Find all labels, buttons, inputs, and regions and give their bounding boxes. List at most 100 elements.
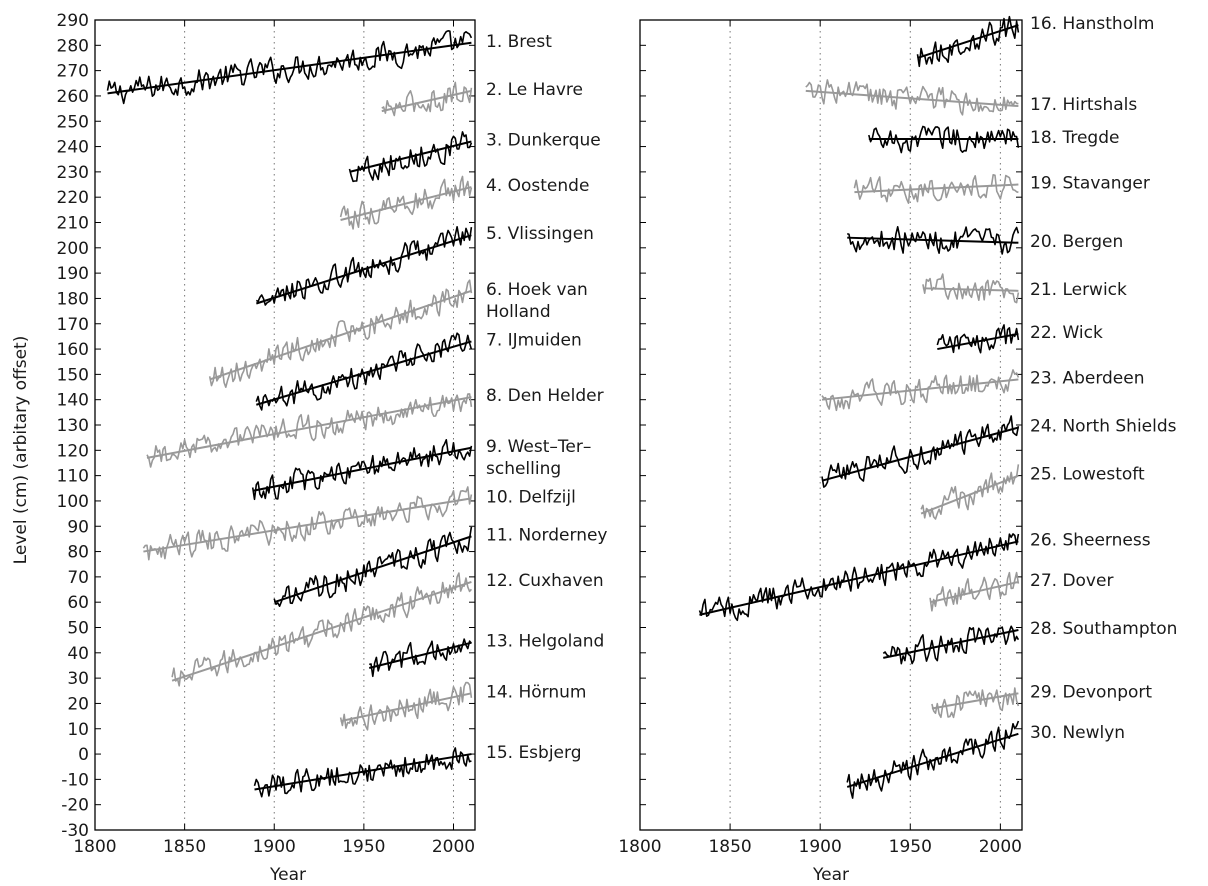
- trend-line: [920, 474, 1019, 515]
- series-line: [381, 81, 473, 117]
- series-30: 30. Newlyn: [846, 720, 1125, 799]
- series-line: [846, 720, 1020, 799]
- y-tick-label: 280: [57, 36, 89, 56]
- station-label: 19. Stavanger: [1030, 174, 1150, 194]
- station-label: 22. Wick: [1030, 323, 1103, 343]
- y-tick-label: 30: [67, 669, 89, 689]
- station-label: 7. IJmuiden: [486, 330, 582, 350]
- x-tick-label: 1950: [889, 837, 932, 857]
- y-tick-label: 200: [57, 239, 89, 259]
- y-tick-label: 170: [57, 315, 89, 335]
- trend-line: [171, 580, 472, 682]
- x-tick-label: 1900: [253, 837, 296, 857]
- station-label: 29. Devonport: [1030, 682, 1152, 702]
- series-line: [255, 226, 473, 306]
- series-line: [698, 533, 1020, 622]
- trend-line: [854, 183, 1019, 194]
- trend-line: [252, 446, 472, 492]
- station-label: 8. Den Helder: [486, 386, 604, 406]
- x-tick-label: 1800: [73, 837, 116, 857]
- y-tick-label: 80: [67, 543, 89, 563]
- station-label: 14. Hörnum: [486, 682, 586, 702]
- series-line: [805, 79, 1019, 116]
- trend-line: [381, 89, 472, 113]
- station-label: 25. Lowestoft: [1030, 465, 1145, 485]
- series-line: [929, 571, 1020, 612]
- y-tick-label: 210: [57, 214, 89, 234]
- series-line: [339, 175, 473, 230]
- trend-line: [929, 580, 1019, 604]
- y-tick-label: 90: [67, 517, 89, 537]
- series-line: [146, 393, 473, 468]
- series-21: 21. Lerwick: [922, 273, 1127, 304]
- series-line: [931, 687, 1020, 719]
- trend-line: [699, 540, 1019, 616]
- x-tick-label: 1900: [799, 837, 842, 857]
- x-tick-label: 2000: [979, 837, 1022, 857]
- series-13: 13. Helgoland: [369, 632, 604, 678]
- y-axis-title: Level (cm) (arbitary offset): [11, 336, 31, 565]
- station-label: 15. Esbjerg: [486, 743, 582, 763]
- series-line: [916, 15, 1020, 68]
- trend-line: [143, 497, 472, 553]
- series-11: 11. Norderney: [273, 525, 607, 608]
- series-16: 16. Hanstholm: [916, 14, 1154, 68]
- series-line: [171, 572, 473, 687]
- series-line: [821, 369, 1020, 412]
- x-tick-label: 1850: [163, 837, 206, 857]
- trend-line: [349, 140, 472, 173]
- station-label: schelling: [486, 459, 561, 479]
- x-tick-label: 1800: [618, 837, 661, 857]
- y-tick-label: 60: [67, 593, 89, 613]
- trend-line: [254, 753, 472, 791]
- y-tick-label: 0: [78, 745, 89, 765]
- y-tick-label: 160: [57, 340, 89, 360]
- series-18: 18. Tregde: [868, 125, 1119, 154]
- series-1: 1. Brest: [106, 29, 552, 105]
- station-label: 20. Bergen: [1030, 232, 1123, 252]
- station-label: 10. Delfzijl: [486, 487, 576, 507]
- y-tick-label: 40: [67, 644, 89, 664]
- y-tick-label: 260: [57, 87, 89, 107]
- trend-line: [369, 641, 472, 669]
- y-tick-label: -20: [61, 796, 89, 816]
- series-line: [348, 131, 473, 183]
- series-12: 12. Cuxhaven: [171, 571, 604, 687]
- station-label: 16. Hanstholm: [1030, 14, 1154, 34]
- station-label: 13. Helgoland: [486, 632, 604, 652]
- station-label: 18. Tregde: [1030, 128, 1119, 148]
- series-29: 29. Devonport: [931, 682, 1152, 719]
- series-17: 17. Hirtshals: [805, 79, 1137, 116]
- station-label: 26. Sheerness: [1030, 530, 1151, 550]
- y-tick-label: 250: [57, 112, 89, 132]
- trend-line: [256, 234, 472, 305]
- y-tick-label: 190: [57, 264, 89, 284]
- x-tick-label: 1950: [342, 837, 385, 857]
- series-19: 19. Stavanger: [853, 174, 1150, 204]
- y-tick-label: -10: [61, 770, 89, 790]
- station-label: 3. Dunkerque: [486, 131, 601, 151]
- station-label: 28. Southampton: [1030, 619, 1177, 639]
- trend-line: [821, 378, 1019, 401]
- station-label: Holland: [486, 302, 551, 322]
- station-label: 5. Vlissingen: [486, 224, 594, 244]
- trend-line: [847, 236, 1019, 244]
- trend-line: [821, 426, 1019, 482]
- station-label: 11. Norderney: [486, 525, 607, 545]
- trend-line: [846, 732, 1019, 788]
- x-tick-label: 2000: [432, 837, 475, 857]
- series-7: 7. IJmuiden: [255, 330, 582, 411]
- y-tick-label: 290: [57, 11, 89, 31]
- station-label: 9. West–Ter–: [486, 437, 591, 457]
- series-line: [339, 681, 473, 731]
- plot-frame: [639, 19, 1023, 831]
- station-label: 24. North Shields: [1030, 417, 1177, 437]
- trend-line: [883, 629, 1019, 659]
- series-line: [936, 324, 1020, 354]
- y-tick-label: 50: [67, 619, 89, 639]
- series-line: [142, 486, 473, 561]
- trend-line: [917, 24, 1019, 59]
- y-tick-label: 220: [57, 188, 89, 208]
